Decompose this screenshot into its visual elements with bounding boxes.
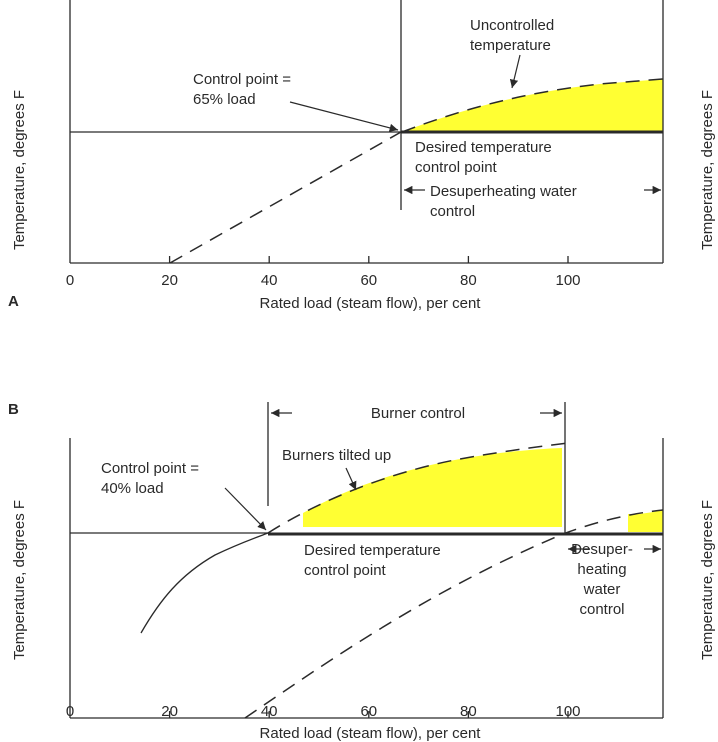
panel-a-control-arrow xyxy=(289,101,399,132)
panel-b-right-y-axis-title: Temperature, degrees F xyxy=(699,500,716,660)
x-tick-label: 20 xyxy=(161,272,178,289)
panel-a-water-line1: Desuperheating water xyxy=(430,183,577,200)
panel-a-uncontrolled-arrow xyxy=(509,54,521,89)
panel-b-water-line2: heating xyxy=(577,561,626,578)
panel-a-control-point-line2: 65% load xyxy=(193,91,256,108)
panel-b-lower-curve xyxy=(244,509,664,719)
panel-b-solid-curve xyxy=(140,532,269,634)
panel-a-right-y-axis-title: Temperature, degrees F xyxy=(699,90,716,250)
x-tick-label: 0 xyxy=(66,703,74,720)
panel-b-x-ticks: 0 20 40 60 80 100 xyxy=(66,703,581,720)
panel-a-water-line2: control xyxy=(430,203,475,220)
x-tick-label: 20 xyxy=(161,703,178,720)
panel-b: Burner control Burners tilted up Control… xyxy=(8,401,716,742)
panel-b-control-point-line1: Control point = xyxy=(101,460,199,477)
panel-b-desired-line1: Desired temperature xyxy=(304,542,441,559)
x-tick-label: 60 xyxy=(360,272,377,289)
panel-a-uncontrolled-fill xyxy=(402,79,663,132)
panel-a: Control point = 65% load Uncontrolled te… xyxy=(8,0,716,312)
panel-a-desired-line1: Desired temperature xyxy=(415,139,552,156)
panel-a-control-point-line1: Control point = xyxy=(193,71,291,88)
panel-b-water-line1: Desuper- xyxy=(571,541,633,558)
panel-b-control-point-line2: 40% load xyxy=(101,480,164,497)
x-tick-label: 40 xyxy=(261,703,278,720)
x-tick-label: 0 xyxy=(66,272,74,289)
x-tick-label: 80 xyxy=(460,272,477,289)
x-tick-label: 40 xyxy=(261,272,278,289)
panel-b-burner-fill xyxy=(303,448,562,527)
panel-b-tilted-curve xyxy=(267,442,569,534)
panel-a-dashed-rise xyxy=(169,131,402,264)
panel-b-control-arrow xyxy=(224,487,267,531)
panel-b-y-axis-title: Temperature, degrees F xyxy=(11,500,28,660)
panel-a-x-ticks: 0 20 40 60 80 100 xyxy=(66,256,581,289)
panel-b-x-axis-title: Rated load (steam flow), per cent xyxy=(260,725,482,742)
panel-b-desired-line2: control point xyxy=(304,562,387,579)
x-tick-label: 80 xyxy=(460,703,477,720)
panel-a-y-axis-title: Temperature, degrees F xyxy=(11,90,28,250)
panel-b-burner-control-label: Burner control xyxy=(371,405,465,422)
x-tick-label: 60 xyxy=(360,703,377,720)
panel-b-water-fill xyxy=(628,510,663,532)
panel-b-water-line3: water xyxy=(583,581,621,598)
panel-b-label: B xyxy=(8,401,19,418)
panel-a-label: A xyxy=(8,293,19,310)
panel-b-tilted-arrow xyxy=(345,467,357,491)
panel-a-desired-line2: control point xyxy=(415,159,498,176)
panel-a-uncontrolled-line2: temperature xyxy=(470,37,551,54)
x-tick-label: 100 xyxy=(555,703,580,720)
panel-a-uncontrolled-curve xyxy=(401,78,664,133)
panel-b-water-line4: control xyxy=(579,601,624,618)
x-tick-label: 100 xyxy=(555,272,580,289)
panel-a-x-axis-title: Rated load (steam flow), per cent xyxy=(260,295,482,312)
panel-b-tilted-label: Burners tilted up xyxy=(282,447,391,464)
panel-a-uncontrolled-line1: Uncontrolled xyxy=(470,17,554,34)
